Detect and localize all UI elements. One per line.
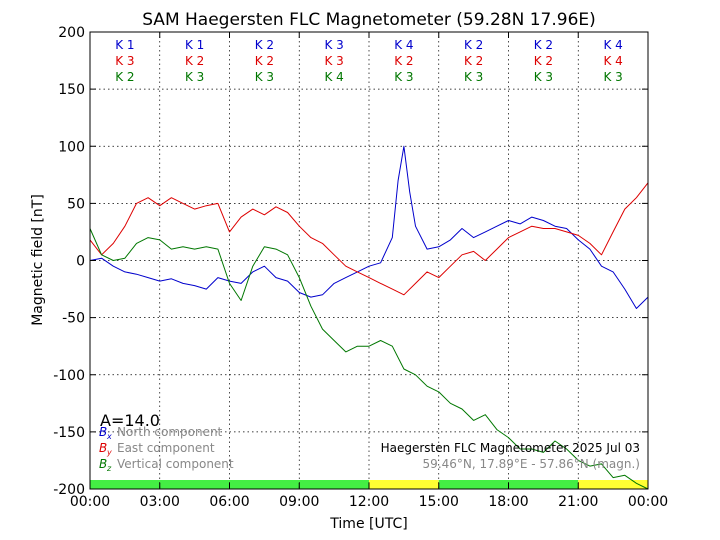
activity-segment-1: [369, 480, 439, 489]
legend-label-2: Vertical component: [117, 457, 234, 471]
x-tick-label-1: 03:00: [140, 494, 180, 510]
x-tick-label-6: 18:00: [488, 494, 528, 510]
x-tick-label-5: 15:00: [419, 494, 459, 510]
series-line-1: [89, 182, 649, 296]
x-tick-label-3: 09:00: [279, 494, 319, 510]
y-tick-label-1: -150: [53, 425, 85, 441]
k-index-2-1: K 3: [185, 70, 204, 84]
x-tick-label-4: 12:00: [349, 494, 389, 510]
k-index-1-4: K 2: [394, 54, 413, 68]
legend-symbol-1: B: [99, 441, 107, 455]
legend-label-1: East component: [117, 441, 215, 455]
k-index-2-4: K 3: [394, 70, 413, 84]
k-index-1-1: K 2: [185, 54, 204, 68]
y-tick-label-5: 50: [67, 196, 85, 212]
k-index-1-3: K 3: [324, 54, 343, 68]
k-index-0-7: K 4: [603, 38, 622, 52]
k-index-2-2: K 3: [255, 70, 274, 84]
k-index-0-6: K 2: [534, 38, 553, 52]
k-index-0-3: K 3: [324, 38, 343, 52]
y-axis-label: Magnetic field [nT]: [30, 194, 46, 326]
axis-ticks: 00:00 03:00 06:00 09:00 12:00 15:00 18:00 21:00…: [53, 25, 668, 510]
k-index-2-0: K 2: [115, 70, 134, 84]
k-index-table: K 1 K 1 K 2 K 3 K 4 K 2 K 2 K 4 K 3 K 2 K 2 K 3 K 2 K…: [115, 38, 623, 84]
k-index-0-5: K 2: [464, 38, 483, 52]
series-group: [89, 145, 649, 490]
activity-segment-3: [578, 480, 648, 489]
legend-symbol-2: B: [99, 457, 107, 471]
k-index-1-5: K 2: [464, 54, 483, 68]
k-index-0-1: K 1: [185, 38, 204, 52]
chart-title: SAM Haegersten FLC Magnetometer (59.28N …: [142, 10, 596, 30]
legend-subscript-2: z: [106, 464, 112, 473]
k-index-1-0: K 3: [115, 54, 134, 68]
series-line-0: [89, 145, 649, 309]
grid: [90, 32, 648, 489]
series-line-2: [89, 228, 649, 490]
legend-label-0: North component: [117, 425, 223, 439]
x-tick-label-7: 21:00: [558, 494, 598, 510]
y-tick-label-0: -200: [53, 482, 85, 498]
k-index-0-4: K 4: [394, 38, 413, 52]
k-index-2-7: K 3: [603, 70, 622, 84]
y-tick-label-6: 100: [58, 139, 85, 155]
k-index-2-6: K 3: [534, 70, 553, 84]
k-index-2-3: K 4: [324, 70, 343, 84]
k-index-0-0: K 1: [115, 38, 134, 52]
k-index-1-7: K 4: [603, 54, 622, 68]
a-index: A=14.0: [100, 411, 160, 430]
info-coordinates: 59.46°N, 17.89°E - 57.86°N (magn.): [423, 457, 640, 471]
legend-subscript-0: x: [106, 432, 112, 441]
k-index-1-6: K 2: [534, 54, 553, 68]
legend-subscript-1: y: [106, 448, 112, 457]
y-tick-label-3: -50: [62, 311, 85, 327]
y-tick-label-8: 200: [58, 25, 85, 41]
k-index-2-5: K 3: [464, 70, 483, 84]
k-index-0-2: K 2: [255, 38, 274, 52]
info-station-date: Haegersten FLC Magnetometer 2025 Jul 03: [381, 441, 640, 455]
x-tick-label-8: 00:00: [628, 494, 668, 510]
y-tick-label-7: 150: [58, 82, 85, 98]
y-tick-label-4: 0: [76, 254, 85, 270]
y-tick-label-2: -100: [53, 368, 85, 384]
legend-symbol-0: B: [99, 425, 107, 439]
x-axis-label: Time [UTC]: [329, 516, 407, 532]
x-tick-label-2: 06:00: [209, 494, 249, 510]
k-index-1-2: K 2: [255, 54, 274, 68]
x-tick-label-0: 00:00: [70, 494, 110, 510]
